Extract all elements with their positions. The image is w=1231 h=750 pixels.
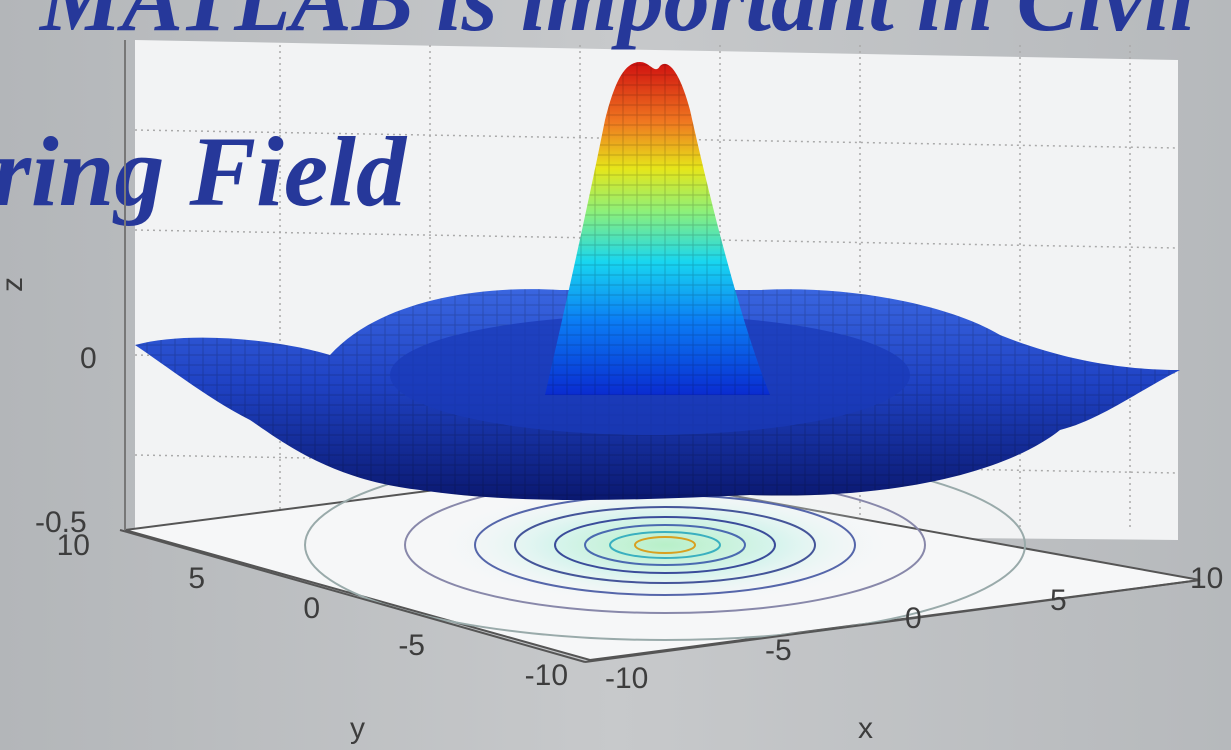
floor-contours xyxy=(304,449,1026,641)
contour-ring xyxy=(514,506,816,584)
z-tick-label: -0.5 xyxy=(35,506,87,539)
contour-ring xyxy=(634,536,696,554)
y-tick-label: -5 xyxy=(398,629,425,662)
x-tick-label: -10 xyxy=(605,662,648,695)
slide-title-fragment: MATLAB is important in Civil xyxy=(38,0,1196,50)
y-tick-label: 0 xyxy=(303,592,320,625)
floor-glow xyxy=(435,485,895,605)
x-tick-label: -5 xyxy=(765,634,792,667)
x-axis-label: x xyxy=(858,712,873,745)
contour-ring xyxy=(609,531,721,559)
x-tick-label: 5 xyxy=(1050,584,1067,617)
x-axis-line xyxy=(584,579,1201,663)
y-tick-label: 5 xyxy=(188,562,205,595)
surface-peak-mesh xyxy=(545,62,770,395)
contour-ring xyxy=(554,516,776,574)
slide-subtitle-fragment: ring Field xyxy=(0,116,408,227)
z-axis-label: z xyxy=(0,277,29,292)
z-tick-label: 0 xyxy=(80,342,97,375)
y-axis-line xyxy=(119,529,586,663)
x-tick-label: 0 xyxy=(905,602,922,635)
x-tick-label: 10 xyxy=(1190,562,1223,595)
y-tick-label: -10 xyxy=(525,659,568,692)
y-tick-label: 10 xyxy=(57,529,90,562)
contour-ring xyxy=(584,524,746,566)
y-axis-label: y xyxy=(350,712,365,745)
